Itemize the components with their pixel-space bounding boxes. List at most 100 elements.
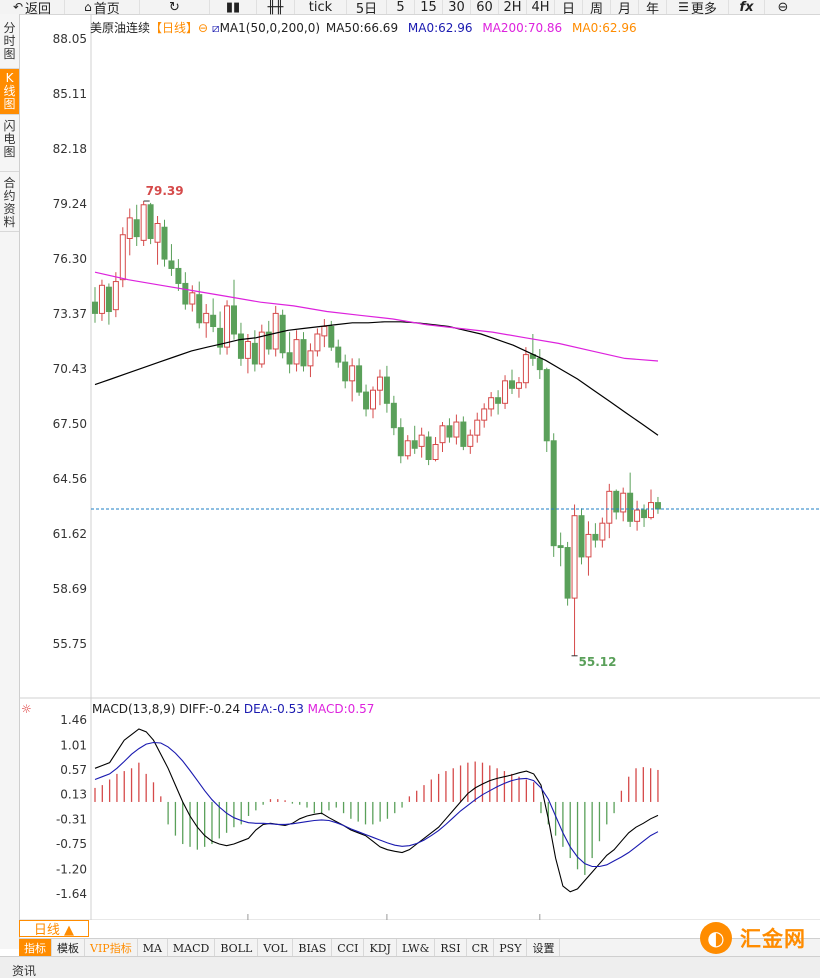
candle-body <box>467 434 474 447</box>
back-button[interactable]: ↶ 返回 <box>0 0 65 17</box>
menu-icon: ☰ <box>678 0 689 14</box>
period-year[interactable]: 年 <box>639 0 667 17</box>
candle-body <box>182 282 189 305</box>
candle-body <box>515 382 522 389</box>
candle-body <box>335 346 342 363</box>
price-tick-label: 55.75 <box>53 637 87 651</box>
candle-body <box>279 314 286 354</box>
price-tick-label: 76.30 <box>53 252 87 266</box>
indicator-tab-1[interactable]: 模板 <box>52 939 85 957</box>
period-selector[interactable]: 日线 ▲ <box>19 920 89 938</box>
tab-contract-info[interactable]: 合约资料 <box>0 172 19 232</box>
back-arrow-icon: ↶ <box>12 0 24 14</box>
candle-body <box>307 350 314 367</box>
period-15min[interactable]: 15 <box>415 0 443 15</box>
macd-settings-icon[interactable]: ☼ <box>21 702 32 716</box>
zoom-out-icon: ⊖ <box>777 0 789 15</box>
price-tick-label: 61.62 <box>53 527 87 541</box>
tab-intraday[interactable]: 分时图 <box>0 14 19 69</box>
period-5day[interactable]: 5日 <box>347 0 387 17</box>
candle-body <box>425 436 432 461</box>
candle-body <box>224 305 231 348</box>
period-label: 【日线】 <box>150 21 199 35</box>
macd-tick-label: -1.20 <box>56 862 87 876</box>
period-30min[interactable]: 30 <box>443 0 471 15</box>
indicator-tab-3[interactable]: MA <box>138 939 168 957</box>
price-tick-label: 88.05 <box>53 32 87 46</box>
candle-body <box>571 515 578 599</box>
candle-body <box>627 492 634 522</box>
indicator-tab-2[interactable]: VIP指标 <box>85 939 138 957</box>
brand-name: 汇金网 <box>740 927 806 951</box>
ma-icon: ⧄ <box>211 21 220 35</box>
indicator-tab-4[interactable]: MACD <box>168 939 216 957</box>
candle-body <box>557 545 564 549</box>
ma0-value-2: MA0:62.96 <box>572 21 637 35</box>
indicator-tab-11[interactable]: RSI <box>435 939 467 957</box>
candle-body <box>446 425 453 438</box>
candle-body <box>251 342 258 365</box>
indicator-tab-12[interactable]: CR <box>467 939 495 957</box>
indicator-bar: 指标 模板 VIP指标 MA MACD BOLL VOL BIAS CCI KDJ LW& RSI CR… <box>19 938 820 957</box>
candle-body <box>168 260 175 269</box>
indicator-tab-13[interactable]: PSY <box>494 939 528 957</box>
refresh-button[interactable]: ↻ <box>140 0 210 15</box>
indicator-tab-14[interactable]: 设置 <box>527 939 561 957</box>
top-toolbar: ↶ 返回 ⌂ 首页 ↻ ▮▮ ╫╫ tick 5日 5 15 30 60 2H 4H… <box>0 0 820 17</box>
indicator-tab-6[interactable]: VOL <box>258 939 294 957</box>
kline-chart[interactable]: 88.05 85.11 82.18 79.24 76.30 73.37 70.43 67.50… <box>19 14 820 920</box>
more-button[interactable]: ☰ 更多 <box>667 0 729 17</box>
indicator-tab-9[interactable]: KDJ <box>364 939 397 957</box>
period-2h[interactable]: 2H <box>499 0 527 15</box>
candle-body <box>383 376 390 404</box>
chart-area[interactable]: 88.05 85.11 82.18 79.24 76.30 73.37 70.43 67.50… <box>19 14 820 920</box>
candle-body <box>613 490 620 513</box>
indicator-tab-8[interactable]: CCI <box>332 939 365 957</box>
candle-body <box>217 327 224 348</box>
home-button[interactable]: ⌂ 首页 <box>65 0 140 17</box>
ma-settings: MA1(50,0,200,0) <box>219 21 321 35</box>
zoom-out-button[interactable]: ⊖ <box>765 0 801 15</box>
news-tab[interactable]: 资讯 <box>12 964 37 978</box>
period-4h[interactable]: 4H <box>527 0 555 15</box>
price-tick-label: 79.24 <box>53 197 87 211</box>
tab-kline[interactable]: K线图 <box>0 69 19 115</box>
candle-body <box>543 369 550 442</box>
price-tick-label: 82.18 <box>53 142 87 156</box>
macd-tick-label: -1.64 <box>56 887 87 901</box>
settings-icon[interactable]: ⊖ <box>198 21 209 35</box>
candle-body <box>140 204 147 241</box>
candle-body <box>203 312 210 324</box>
candle-body <box>119 234 126 281</box>
candle-body <box>453 421 460 438</box>
candle-body <box>592 533 599 541</box>
diff-line <box>94 728 659 893</box>
chart-type-button[interactable]: ▮▮ <box>210 0 257 15</box>
candle-body <box>237 333 244 359</box>
price-tick-label: 58.69 <box>53 582 87 596</box>
tab-flash[interactable]: 闪电图 <box>0 115 19 172</box>
left-side-tabs: 分时图 K线图 闪电图 合约资料 <box>0 14 20 949</box>
candle-body <box>286 352 293 365</box>
indicator-tab-7[interactable]: BIAS <box>293 939 333 957</box>
period-day[interactable]: 日 <box>555 0 583 17</box>
candle-body <box>439 425 446 444</box>
period-week[interactable]: 周 <box>583 0 611 17</box>
logo-icon: ◐ <box>700 922 732 954</box>
indicator-tab-5[interactable]: BOLL <box>215 939 259 957</box>
formula-button[interactable]: fx <box>729 0 765 15</box>
candle-body <box>488 397 495 410</box>
candle-type-button[interactable]: ╫╫ <box>257 0 295 15</box>
candle-body <box>522 354 529 384</box>
symbol-name: 美原油连续 <box>90 21 151 35</box>
indicator-tab-10[interactable]: LW& <box>397 939 436 957</box>
indicator-tab-0[interactable]: 指标 <box>19 939 52 957</box>
candle-body <box>161 226 168 260</box>
candle-body <box>641 509 648 519</box>
period-tick[interactable]: tick <box>295 0 347 15</box>
candle-body <box>133 219 140 238</box>
period-5min[interactable]: 5 <box>387 0 415 15</box>
price-tick-label: 85.11 <box>53 87 87 101</box>
period-month[interactable]: 月 <box>611 0 639 17</box>
period-60min[interactable]: 60 <box>471 0 499 15</box>
